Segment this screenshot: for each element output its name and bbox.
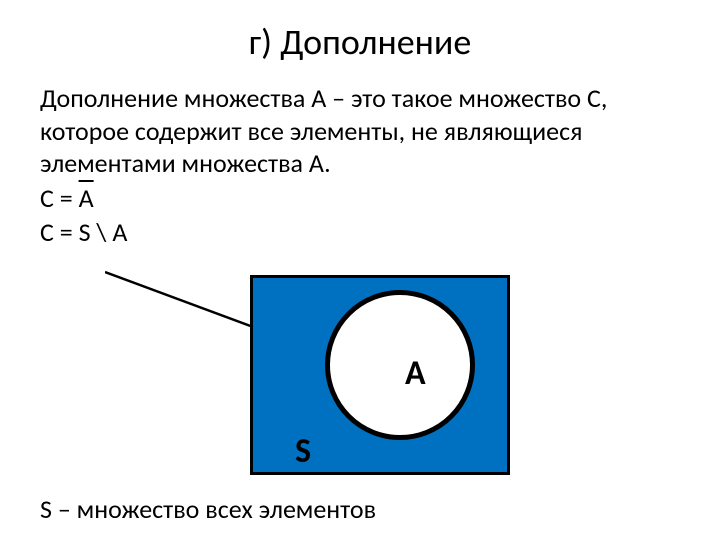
formula-1-overline: А	[79, 182, 94, 214]
label-s: S	[295, 431, 311, 472]
label-a: A	[405, 353, 426, 394]
set-a-circle	[325, 290, 475, 440]
formula-2: С = S \ А	[40, 216, 127, 248]
definition-text: Дополнение множества А – это такое множе…	[40, 82, 680, 180]
venn-diagram: A S	[250, 275, 510, 475]
slide-title: г) Дополнение	[40, 20, 680, 64]
formula-1-left: С =	[40, 182, 79, 214]
footer-body: множество всех элементов	[77, 493, 376, 525]
footer-note: S – множество всех элементов	[40, 493, 376, 525]
formula-1: С = А	[40, 182, 94, 214]
footer-prefix: S –	[40, 493, 77, 525]
